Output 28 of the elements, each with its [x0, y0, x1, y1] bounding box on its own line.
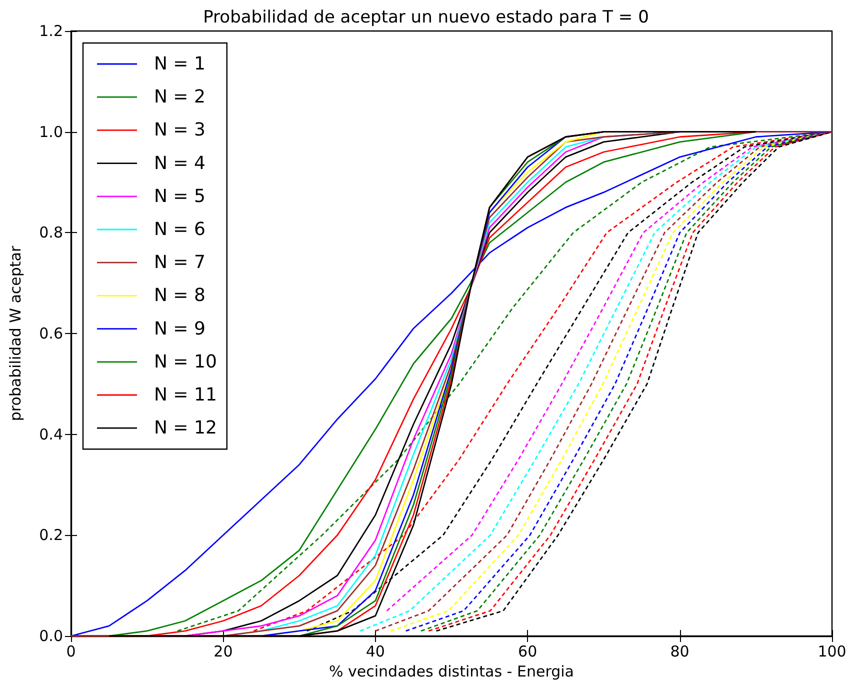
y-tick-label: 1.2 — [39, 22, 63, 40]
y-tick-label: 0.6 — [39, 324, 63, 342]
y-axis-title: probabilidad W aceptar — [6, 245, 24, 422]
y-tick-label: 0.4 — [39, 425, 63, 444]
legend-label: N = 7 — [154, 252, 206, 274]
legend-label: N = 3 — [154, 120, 206, 141]
x-tick-label: 80 — [670, 642, 690, 660]
legend-label: N = 10 — [154, 351, 217, 372]
y-tick-label: 0.8 — [39, 224, 63, 242]
x-tick-label: 100 — [818, 642, 846, 660]
y-tick-label: 1.0 — [39, 122, 63, 141]
x-tick-label: 60 — [518, 642, 538, 660]
x-tick-label: 0 — [66, 642, 76, 660]
legend-label: N = 12 — [154, 418, 217, 439]
legend-label: N = 9 — [154, 318, 206, 340]
y-tick-label: 0.0 — [39, 627, 63, 645]
x-tick-label: 40 — [366, 642, 385, 660]
legend-label: N = 2 — [154, 86, 206, 108]
x-tick-label: 20 — [214, 642, 233, 660]
legend-label: N = 8 — [154, 285, 206, 306]
legend-label: N = 11 — [154, 384, 217, 406]
chart-title: Probabilidad de aceptar un nuevo estado para T = 0 — [203, 8, 649, 28]
x-axis-title: % vecindades distintas - Energia — [329, 662, 574, 680]
legend-label: N = 4 — [154, 152, 206, 174]
legend-label: N = 5 — [154, 186, 206, 207]
y-tick-label: 0.2 — [39, 526, 63, 544]
legend-label: N = 1 — [154, 54, 206, 74]
legend-label: N = 6 — [154, 219, 206, 240]
